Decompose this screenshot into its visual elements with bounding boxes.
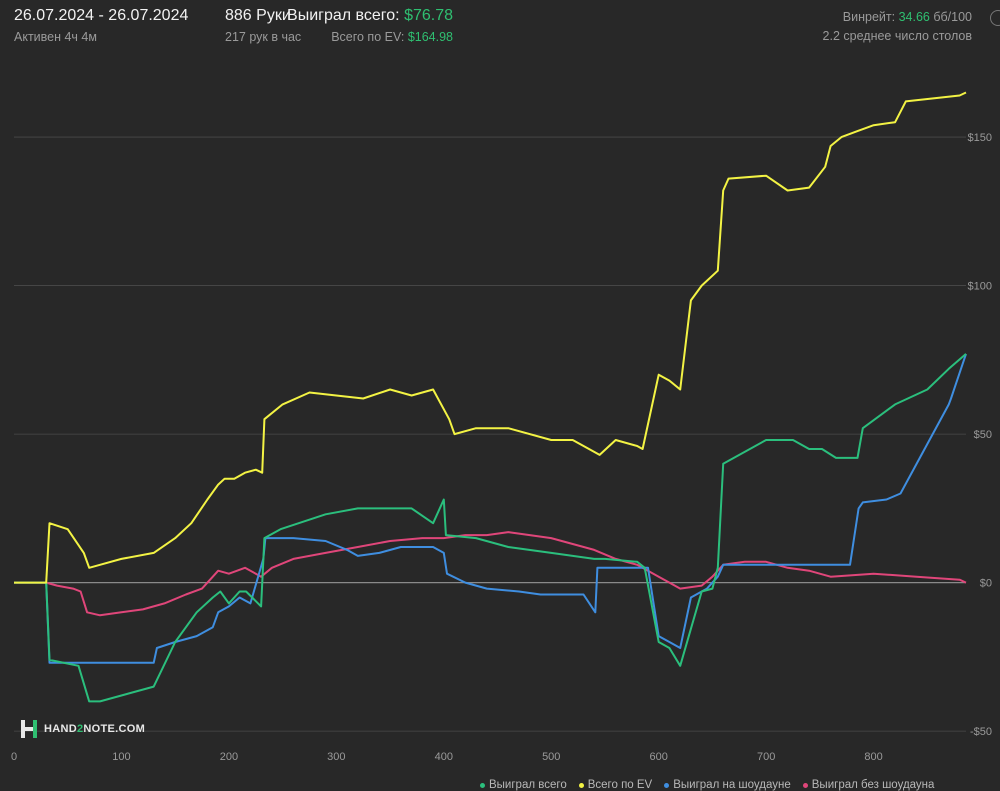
legend-label: Выиграл без шоудауна [811,779,935,791]
series-line-1 [14,91,967,584]
ev-value: $164.98 [407,30,453,44]
legend-label: Выиграл на шоудауне [673,779,791,791]
y-tick-label: $100 [968,281,992,293]
x-tick-label: 100 [112,751,130,763]
x-tick-label: 700 [757,751,775,763]
series-line-0 [14,353,967,703]
hands-per-hour: 217 рук в час [225,30,302,44]
winrate-block: Винрейт: 34.66 бб/100 2.2 среднее число … [823,8,972,42]
legend-dot-icon [480,782,485,788]
hands-count: 886 Руки [225,7,291,24]
series-line-2 [14,353,967,664]
legend-dot-icon [802,782,808,788]
y-axis-ticks: -$50 $0 $50 $100 $150 [968,132,992,738]
legend-item[interactable]: Всего по EV [578,779,653,791]
hand2note-logo: HAND2NOTE.COM [20,719,145,739]
legend-item[interactable]: Выиграл всего [480,779,567,791]
gear-icon[interactable] [990,10,1000,26]
avg-tables: 2.2 среднее число столов [822,28,972,43]
x-tick-label: 600 [650,751,668,763]
grid-lines [14,136,966,732]
x-tick-label: 800 [864,751,882,763]
winrate-label: Винрейт: [842,10,896,24]
y-tick-label: -$50 [970,726,992,738]
legend-dot-icon [578,782,584,788]
logo-text: HAND2NOTE.COM [44,723,146,735]
winrate-value: 34.66 [898,10,930,24]
date-range: 26.07.2024 - 26.07.2024 [14,7,189,24]
series-lines [14,91,967,703]
series-line-3 [14,531,967,617]
y-tick-label: $150 [968,132,992,144]
y-tick-label: $0 [980,578,992,590]
x-axis-ticks: 0 100 200 300 400 500 600 700 800 [11,751,883,763]
x-tick-label: 200 [220,751,238,763]
legend-dot-icon [664,782,670,788]
legend-item[interactable]: Выиграл без шоудауна [802,779,935,791]
legend-label: Выиграл всего [489,779,567,791]
chart-legend: Выиграл всего Всего по EV Выиграл на шоуда… [480,779,934,791]
won-label: Выиграл всего: [287,7,400,24]
won-value: $76.78 [404,7,453,24]
winrate-unit: бб/100 [933,10,972,24]
won-block: Выиграл всего: $76.78 Всего по EV: $164.… [287,8,453,44]
logo-icon [21,720,37,738]
active-time: Активен 4ч 4м [14,30,97,44]
legend-item[interactable]: Выиграл на шоудауне [664,779,791,791]
x-tick-label: 400 [435,751,453,763]
date-range-block: 26.07.2024 - 26.07.2024 Активен 4ч 4м [14,8,188,44]
x-tick-label: 0 [11,751,17,763]
legend-label: Всего по EV [587,779,653,791]
hands-block: 886 Руки 217 рук в час [225,8,301,44]
y-tick-label: $50 [974,429,992,441]
x-tick-label: 500 [542,751,560,763]
ev-label: Всего по EV: [331,30,405,44]
x-tick-label: 300 [327,751,345,763]
